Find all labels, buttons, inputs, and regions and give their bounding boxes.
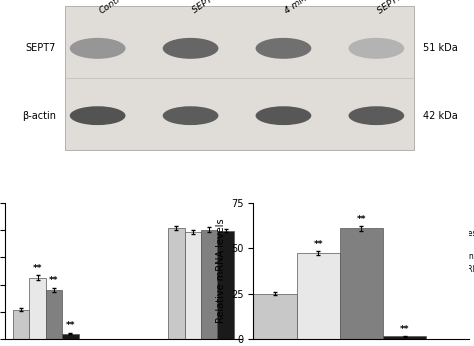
Text: **: ** <box>49 276 59 285</box>
Bar <box>218 231 234 339</box>
Text: 51 kDa: 51 kDa <box>423 43 457 53</box>
Bar <box>29 277 46 339</box>
Bar <box>13 310 29 339</box>
Ellipse shape <box>348 106 404 125</box>
Bar <box>340 228 383 339</box>
Bar <box>168 228 185 339</box>
Text: β-actin: β-actin <box>22 111 56 121</box>
Bar <box>201 230 218 339</box>
Text: Control: Control <box>98 0 129 15</box>
Text: SEPT7 overexpression: SEPT7 overexpression <box>191 0 278 15</box>
Bar <box>383 336 426 339</box>
FancyBboxPatch shape <box>65 7 413 150</box>
Text: **: ** <box>400 325 409 334</box>
Ellipse shape <box>70 38 126 59</box>
Bar <box>254 294 297 339</box>
Bar <box>62 334 79 339</box>
Ellipse shape <box>163 38 219 59</box>
Ellipse shape <box>163 106 219 125</box>
Y-axis label: Relative mRNA levels: Relative mRNA levels <box>216 219 226 324</box>
Ellipse shape <box>255 106 311 125</box>
Ellipse shape <box>70 106 126 125</box>
Ellipse shape <box>255 38 311 59</box>
Text: 42 kDa: 42 kDa <box>423 111 457 121</box>
Text: 4 mM melatonin: 4 mM melatonin <box>283 0 348 15</box>
Text: **: ** <box>356 215 366 224</box>
Text: **: ** <box>313 240 323 249</box>
Text: **: ** <box>33 264 42 273</box>
Text: **: ** <box>66 321 75 330</box>
Bar <box>297 253 340 339</box>
Legend: Control, SEPT7
overexpression, 4 mM
melatonin, SEPT7 siRNA: Control, SEPT7 overexpression, 4 mM mela… <box>419 204 474 275</box>
Bar <box>46 290 62 339</box>
Ellipse shape <box>348 38 404 59</box>
Text: SEPT7 siRNA: SEPT7 siRNA <box>376 0 428 15</box>
Bar <box>185 232 201 339</box>
Text: SEPT7: SEPT7 <box>26 43 56 53</box>
